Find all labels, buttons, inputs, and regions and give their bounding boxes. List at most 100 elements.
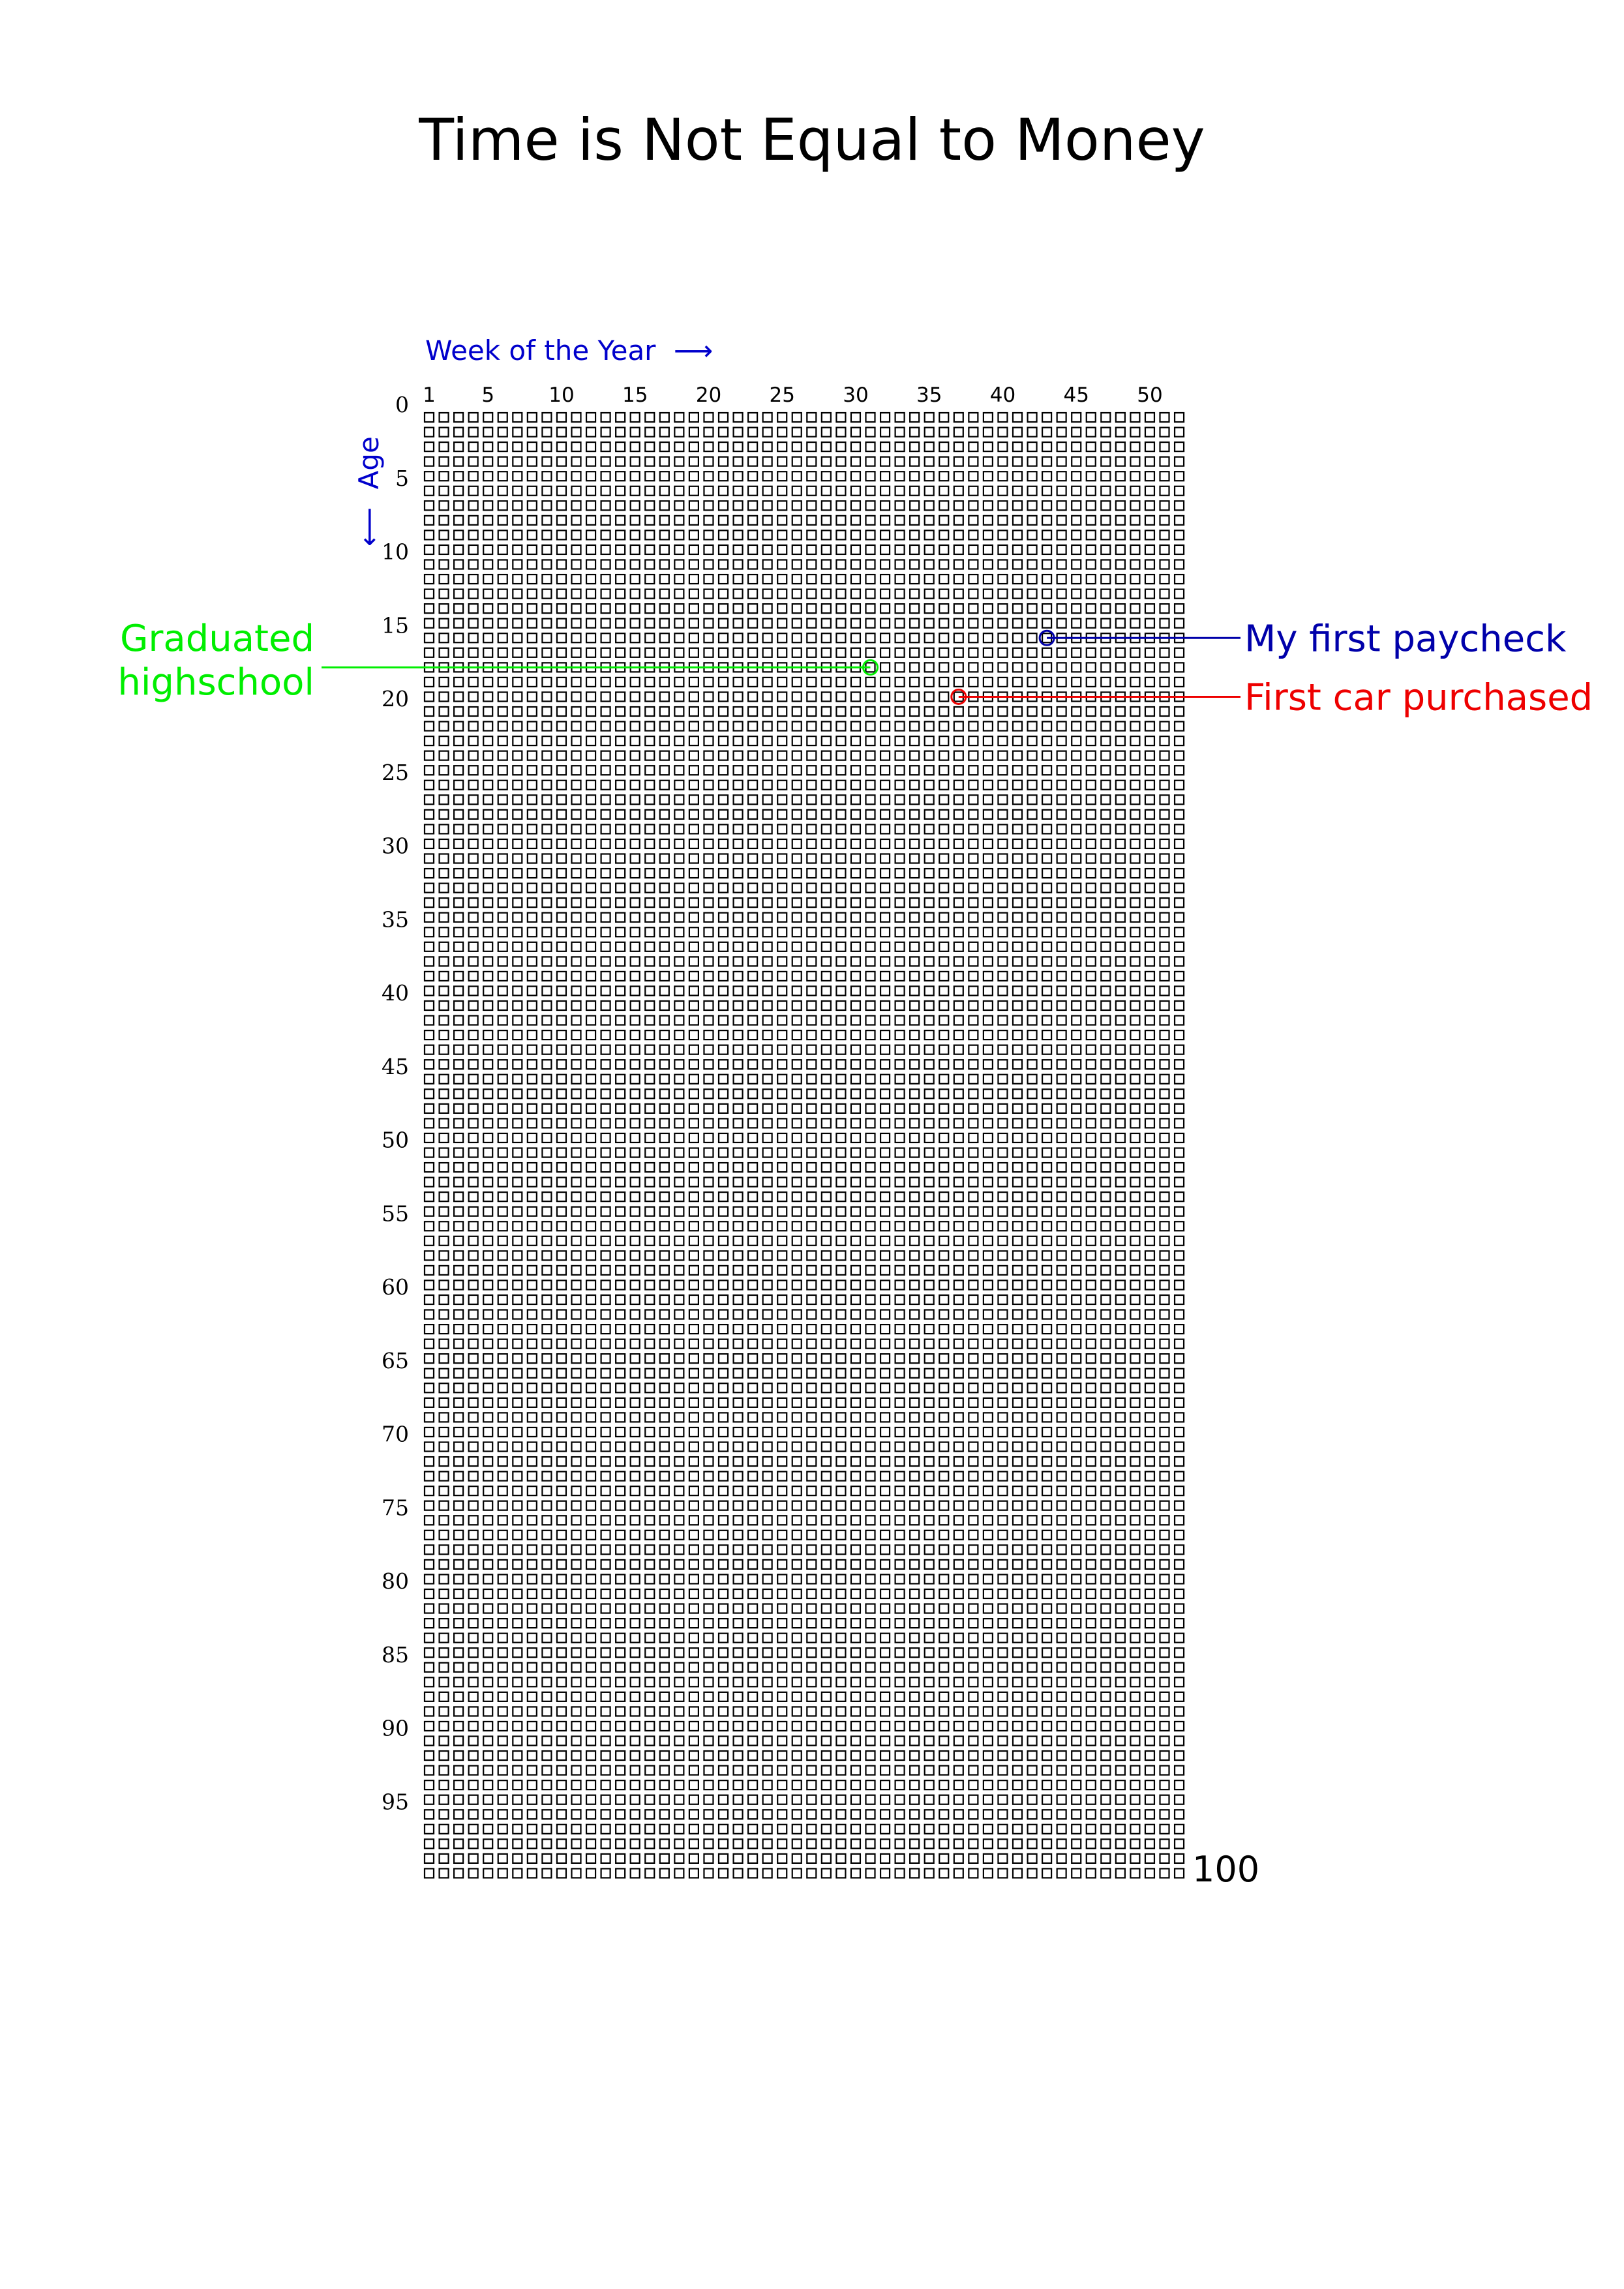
week-cell (747, 1632, 759, 1643)
week-cell (909, 515, 920, 526)
week-cell (762, 970, 773, 982)
week-cell (982, 1588, 994, 1600)
week-cell (997, 1250, 1008, 1261)
week-cell (659, 985, 670, 996)
week-cell (438, 1015, 449, 1026)
week-cell (497, 1559, 508, 1570)
week-cell (747, 588, 759, 599)
week-cell (997, 1235, 1008, 1246)
week-cell (1159, 1397, 1170, 1408)
y-tick-label: 25 (382, 760, 409, 785)
week-cell (644, 970, 655, 982)
week-cell (835, 1147, 847, 1158)
week-cell (644, 471, 655, 482)
week-cell (615, 1059, 626, 1070)
week-cell (688, 1309, 700, 1320)
week-cell (717, 573, 729, 585)
week-cell (1159, 1706, 1170, 1717)
week-cell (747, 544, 759, 556)
week-cell (939, 956, 950, 967)
week-cell (850, 1161, 862, 1173)
week-cell (1115, 1765, 1126, 1776)
week-cell (453, 500, 464, 511)
week-cell (1173, 882, 1185, 893)
week-cell (423, 1515, 435, 1526)
week-cell (968, 1147, 979, 1158)
week-cell (924, 1750, 935, 1761)
week-cell (659, 1794, 670, 1805)
week-cell (483, 500, 494, 511)
week-cell (835, 1338, 847, 1349)
week-cell (747, 1323, 759, 1335)
week-cell (850, 809, 862, 820)
week-cell (997, 1486, 1008, 1497)
week-cell (997, 1618, 1008, 1629)
week-cell (762, 1383, 773, 1394)
week-cell (865, 691, 876, 702)
week-cell (1173, 456, 1185, 467)
week-cell (497, 1221, 508, 1232)
week-cell (468, 485, 479, 496)
week-cell (1144, 853, 1156, 864)
week-cell (674, 1574, 685, 1585)
week-cell (879, 1059, 891, 1070)
week-cell (497, 706, 508, 717)
week-cell (1173, 838, 1185, 850)
week-cell (850, 1235, 862, 1246)
week-cell (468, 1794, 479, 1805)
week-cell (894, 1323, 905, 1335)
week-cell (1012, 867, 1023, 879)
week-cell (1085, 1618, 1096, 1629)
week-cell (747, 1015, 759, 1026)
week-cell (982, 1441, 994, 1452)
week-cell (674, 1677, 685, 1688)
week-cell (1071, 1500, 1082, 1511)
week-cell (997, 1147, 1008, 1158)
week-cell (717, 1309, 729, 1320)
week-cell (820, 779, 832, 790)
week-cell (1085, 1161, 1096, 1173)
week-cell (909, 456, 920, 467)
week-cell (924, 897, 935, 908)
week-cell (865, 765, 876, 776)
week-cell (1100, 706, 1111, 717)
week-cell (703, 1000, 714, 1011)
week-cell (732, 1662, 744, 1673)
week-cell (762, 735, 773, 747)
week-cell (717, 515, 729, 526)
week-cell (644, 1338, 655, 1349)
week-cell (924, 1338, 935, 1349)
week-cell (747, 1029, 759, 1041)
week-cell (1115, 706, 1126, 717)
week-cell (600, 530, 611, 541)
week-cell (1012, 411, 1023, 423)
week-cell (953, 1088, 964, 1100)
week-cell (483, 1559, 494, 1570)
week-cell (939, 735, 950, 747)
week-cell (615, 426, 626, 438)
week-cell (1085, 1412, 1096, 1423)
week-cell (688, 1294, 700, 1306)
week-cell (1115, 1618, 1126, 1629)
week-cell (1041, 588, 1053, 599)
week-cell (777, 750, 788, 761)
week-cell (1130, 897, 1141, 908)
week-cell (468, 1720, 479, 1732)
week-cell (909, 956, 920, 967)
week-cell (1071, 735, 1082, 747)
week-cell (1130, 456, 1141, 467)
week-cell (659, 1147, 670, 1158)
week-cell (791, 1191, 802, 1203)
week-cell (717, 1323, 729, 1335)
week-cell (703, 1132, 714, 1144)
week-cell (1100, 1559, 1111, 1570)
week-cell (953, 721, 964, 732)
week-cell (732, 1412, 744, 1423)
week-cell (483, 1235, 494, 1246)
week-cell (732, 824, 744, 835)
week-cell (997, 1000, 1008, 1011)
week-cell (1041, 1559, 1053, 1570)
week-cell (423, 1309, 435, 1320)
week-cell (571, 471, 582, 482)
week-cell (1056, 985, 1067, 996)
